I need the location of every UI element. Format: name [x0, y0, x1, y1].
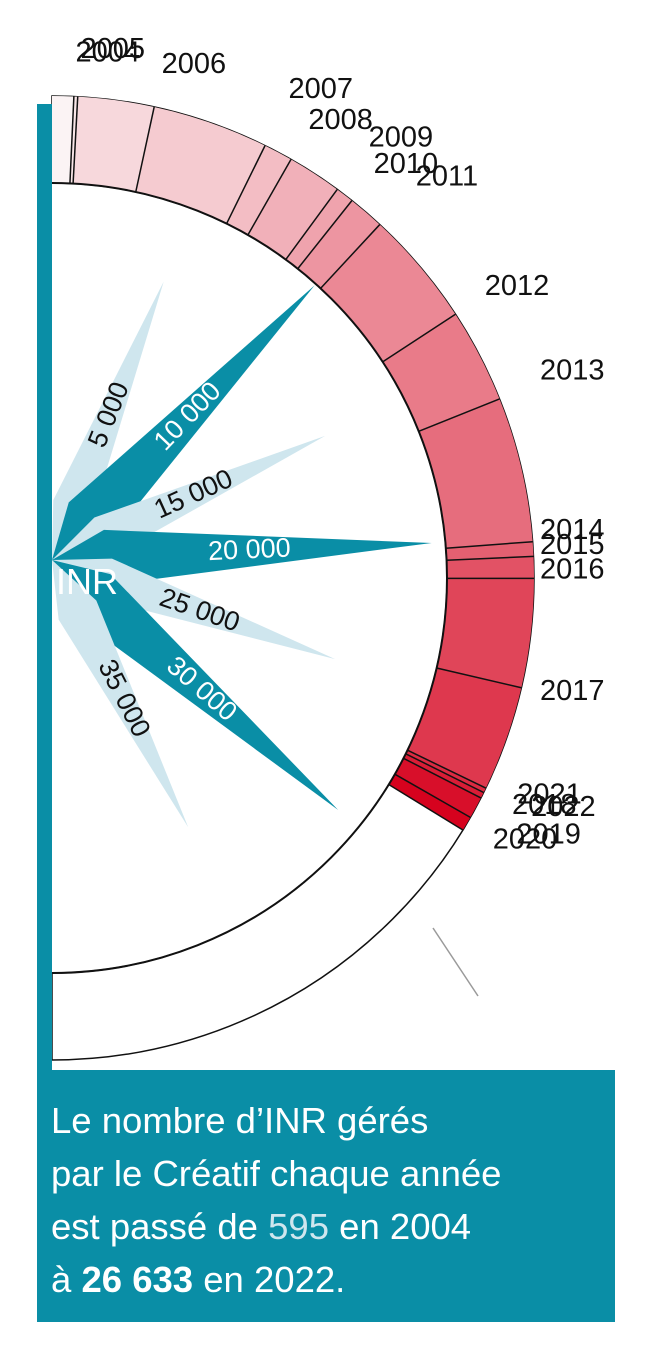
ring-segment-2009 — [247, 159, 338, 260]
caption-box: Le nombre d’INR gérés par le Créatif cha… — [37, 1070, 615, 1322]
scale-spike-35000 — [52, 560, 189, 828]
year-label-2020: 2020 — [493, 823, 558, 855]
ring-segment-2010 — [285, 189, 352, 269]
year-label-2005: 2005 — [81, 33, 146, 65]
ring-segment-2020 — [388, 774, 471, 831]
caption-line-1: Le nombre d’INR gérés — [51, 1100, 429, 1141]
year-label-2011: 2011 — [416, 161, 478, 193]
year-label-2013: 2013 — [540, 354, 605, 386]
ring-divider-2009 — [285, 189, 338, 261]
scale-label-10000: 10 000 — [148, 376, 227, 456]
year-label-2007: 2007 — [288, 73, 353, 105]
scale-label-20000: 20 000 — [207, 532, 291, 566]
year-label-2012: 2012 — [485, 270, 550, 302]
year-label-2016: 2016 — [540, 553, 605, 585]
year-label-2010: 2010 — [374, 148, 439, 180]
ring-segment-2005 — [69, 96, 78, 184]
year-label-2006: 2006 — [162, 48, 227, 80]
scale-label-5000: 5 000 — [82, 378, 135, 452]
ring-divider-2012 — [382, 313, 456, 363]
year-label-2014: 2014 — [540, 514, 605, 546]
ring-segment-2011 — [297, 200, 380, 289]
ring-divider-2019 — [394, 773, 471, 819]
ring-divider-2013 — [418, 398, 500, 432]
year-label-2021: 2021 — [517, 778, 582, 810]
ring-divider-2022 — [405, 753, 484, 794]
leader-line-2022 — [432, 927, 479, 997]
ring-segment-2007 — [135, 106, 266, 224]
center-label: INR — [56, 561, 118, 602]
scale-spike-15000 — [52, 435, 326, 560]
ring-segment-2017 — [436, 578, 534, 688]
ring-divider-2021 — [407, 749, 487, 789]
year-label-2008: 2008 — [308, 104, 373, 136]
caption-line-3: est passé de 595 en 2004 — [51, 1206, 472, 1247]
scale-spike-20000 — [52, 529, 432, 586]
scale-label-25000: 25 000 — [156, 582, 244, 638]
year-label-2015: 2015 — [540, 529, 605, 561]
year-label-2019: 2019 — [516, 819, 581, 851]
year-label-2017: 2017 — [540, 675, 605, 707]
ring-segment-2008 — [226, 145, 291, 235]
ring-divider-2010 — [297, 200, 353, 270]
ring-divider-2008 — [247, 159, 292, 236]
scale-spike-10000 — [52, 285, 315, 560]
caption-line-2: par le Créatif chaque année — [51, 1153, 502, 1194]
caption-line-4: à 26 633 en 2022. — [51, 1259, 346, 1300]
left-accent-bar — [37, 104, 52, 1070]
ring-divider-2017 — [436, 667, 522, 689]
ring-segment-2016 — [446, 556, 534, 579]
ring-segment-2019 — [394, 758, 481, 818]
ring-divider-2005 — [72, 96, 79, 184]
ring-divider-2014 — [445, 540, 533, 549]
year-label-2018: 2018 — [512, 789, 577, 821]
ring-divider-2020 — [388, 783, 464, 831]
ring-segment-2004 — [52, 96, 74, 184]
inner-circle-outline — [51, 182, 448, 974]
year-label-2009: 2009 — [369, 122, 434, 154]
ring-divider-2006 — [135, 106, 155, 193]
scale-spike-30000 — [52, 560, 339, 811]
ring-segment-2012 — [320, 224, 456, 362]
ring-divider-2018 — [403, 757, 482, 799]
scale-spike-25000 — [52, 558, 336, 660]
scale-spike-5000 — [52, 281, 164, 560]
ring-divider-2011 — [320, 224, 381, 289]
ring-divider-2015 — [446, 555, 534, 562]
ring-segment-2015 — [445, 541, 534, 561]
ring-segment-2022 — [405, 750, 486, 793]
ring-segment-2021 — [407, 667, 522, 789]
end-value: 26 633 — [81, 1259, 194, 1300]
ring-segment-2018 — [403, 753, 484, 798]
ring-divider-2007 — [225, 145, 266, 225]
ring-segment-2006 — [73, 96, 155, 192]
year-label-2022: 2022 — [531, 791, 596, 823]
year-label-2004: 2004 — [75, 37, 140, 69]
start-value: 595 — [268, 1206, 330, 1247]
ring-divider-2004 — [69, 96, 75, 184]
ring-segment-2014 — [418, 398, 533, 549]
